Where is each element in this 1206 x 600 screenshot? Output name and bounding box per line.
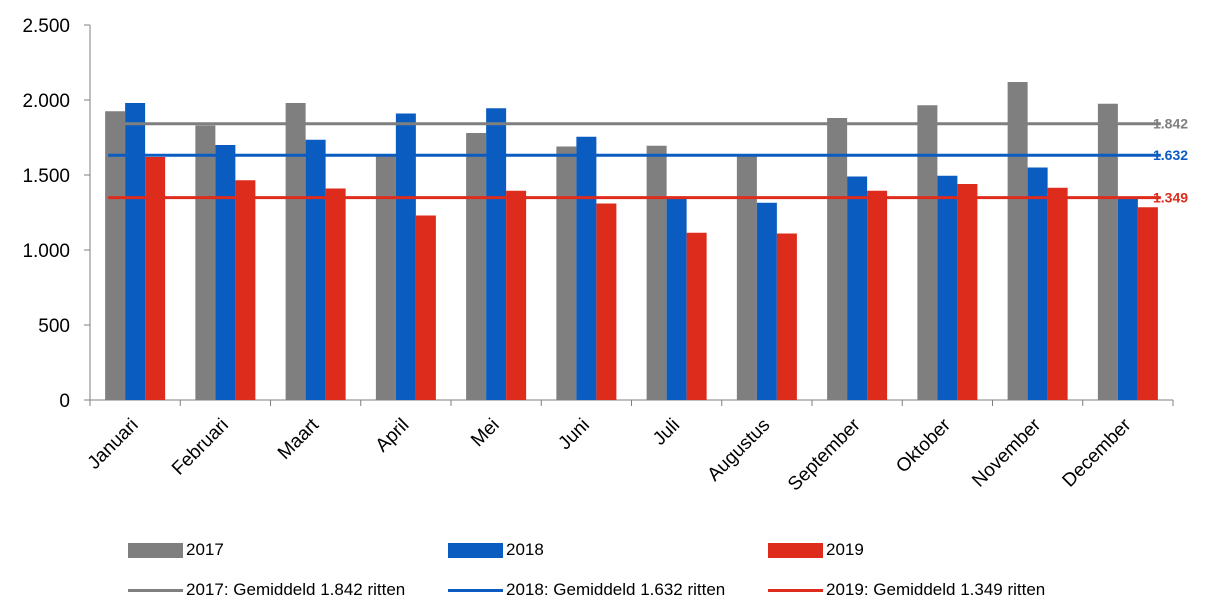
legend-label-avg-2018: 2018: Gemiddeld 1.632 ritten <box>506 580 726 599</box>
bar-2018-november <box>1027 167 1048 400</box>
legend-label-2018: 2018 <box>506 540 544 559</box>
bar-2019-februari <box>235 180 256 400</box>
y-tick-label: 1.500 <box>22 166 70 187</box>
bar-2018-augustus <box>756 202 777 400</box>
legend-line-avg-2017 <box>128 588 183 592</box>
x-tick-label-november: November <box>968 414 1045 491</box>
bar-2017-juni <box>556 146 577 400</box>
bar-2019-oktober <box>957 184 978 400</box>
bar-2017-april <box>375 156 396 400</box>
x-tick-label-september: September <box>784 414 865 495</box>
bar-2019-maart <box>325 188 346 400</box>
legend-line-avg-2019 <box>768 588 823 592</box>
legend-swatch-2019 <box>768 542 823 558</box>
x-tick-label-april: April <box>372 415 414 457</box>
bar-2018-mei <box>486 108 507 400</box>
legend-label-avg-2017: 2017: Gemiddeld 1.842 ritten <box>186 580 406 599</box>
legend-item-avg-2018: 2018: Gemiddeld 1.632 ritten <box>448 580 725 600</box>
bar-2017-september <box>827 118 848 400</box>
x-tick-label-oktober: Oktober <box>892 414 955 477</box>
bar-2018-maart <box>305 139 326 400</box>
bar-2019-juni <box>596 203 617 400</box>
bar-2017-maart <box>285 103 306 400</box>
bar-2017-december <box>1097 103 1118 400</box>
x-tick-label-augustus: Augustus <box>704 415 775 486</box>
bar-2019-september <box>867 190 888 400</box>
legend-label-2017: 2017 <box>186 540 224 559</box>
average-label-2018: 1.632 <box>1153 147 1188 163</box>
bar-2018-januari <box>125 103 146 400</box>
y-tick-label: 500 <box>38 316 70 337</box>
legend-line-avg-2018 <box>448 588 503 592</box>
legend-item-avg-2019: 2019: Gemiddeld 1.349 ritten <box>768 580 1045 600</box>
bar-2017-augustus <box>736 156 757 400</box>
y-tick-label: 2.500 <box>22 16 70 37</box>
bar-2017-mei <box>466 133 487 400</box>
y-tick-label: 1.000 <box>22 241 70 262</box>
bar-2019-april <box>415 215 436 400</box>
bar-2019-juli <box>686 232 707 400</box>
x-tick-label-juli: Juli <box>649 415 684 450</box>
bar-2019-november <box>1047 187 1068 400</box>
bar-2019-augustus <box>776 233 797 400</box>
bar-2018-september <box>847 176 868 400</box>
x-tick-label-januari: Januari <box>84 415 143 474</box>
bar-2018-juni <box>576 136 597 400</box>
bar-2018-december <box>1117 198 1138 400</box>
bar-2019-mei <box>506 190 527 400</box>
average-label-2019: 1.349 <box>1153 190 1188 206</box>
average-label-2017: 1.842 <box>1153 116 1188 132</box>
legend-label-2019: 2019 <box>826 540 864 559</box>
x-tick-label-december: December <box>1059 414 1136 491</box>
legend-item-2019: 2019 <box>768 540 864 560</box>
bar-2017-februari <box>195 125 216 400</box>
bar-2018-oktober <box>937 175 958 400</box>
bar-2017-juli <box>646 145 667 400</box>
x-tick-label-juni: Juni <box>554 415 593 454</box>
bar-2019-december <box>1137 207 1158 400</box>
bar-2018-juli <box>666 196 687 400</box>
x-tick-label-februari: Februari <box>168 415 233 480</box>
bar-2017-november <box>1007 82 1028 400</box>
legend-swatch-2018 <box>448 542 503 558</box>
y-tick-label: 0 <box>59 391 70 412</box>
bar-2018-februari <box>215 145 236 400</box>
legend-label-avg-2019: 2019: Gemiddeld 1.349 ritten <box>826 580 1046 599</box>
bar-2019-januari <box>145 157 166 400</box>
legend-swatch-2017 <box>128 542 183 558</box>
legend-item-avg-2017: 2017: Gemiddeld 1.842 ritten <box>128 580 405 600</box>
bar-2018-april <box>395 113 416 400</box>
x-tick-label-maart: Maart <box>274 414 324 464</box>
bar-2017-oktober <box>917 105 938 400</box>
legend-item-2017: 2017 <box>128 540 224 560</box>
legend-item-2018: 2018 <box>448 540 544 560</box>
bar-2017-januari <box>105 111 126 400</box>
x-tick-label-mei: Mei <box>467 415 504 452</box>
y-tick-label: 2.000 <box>22 91 70 112</box>
